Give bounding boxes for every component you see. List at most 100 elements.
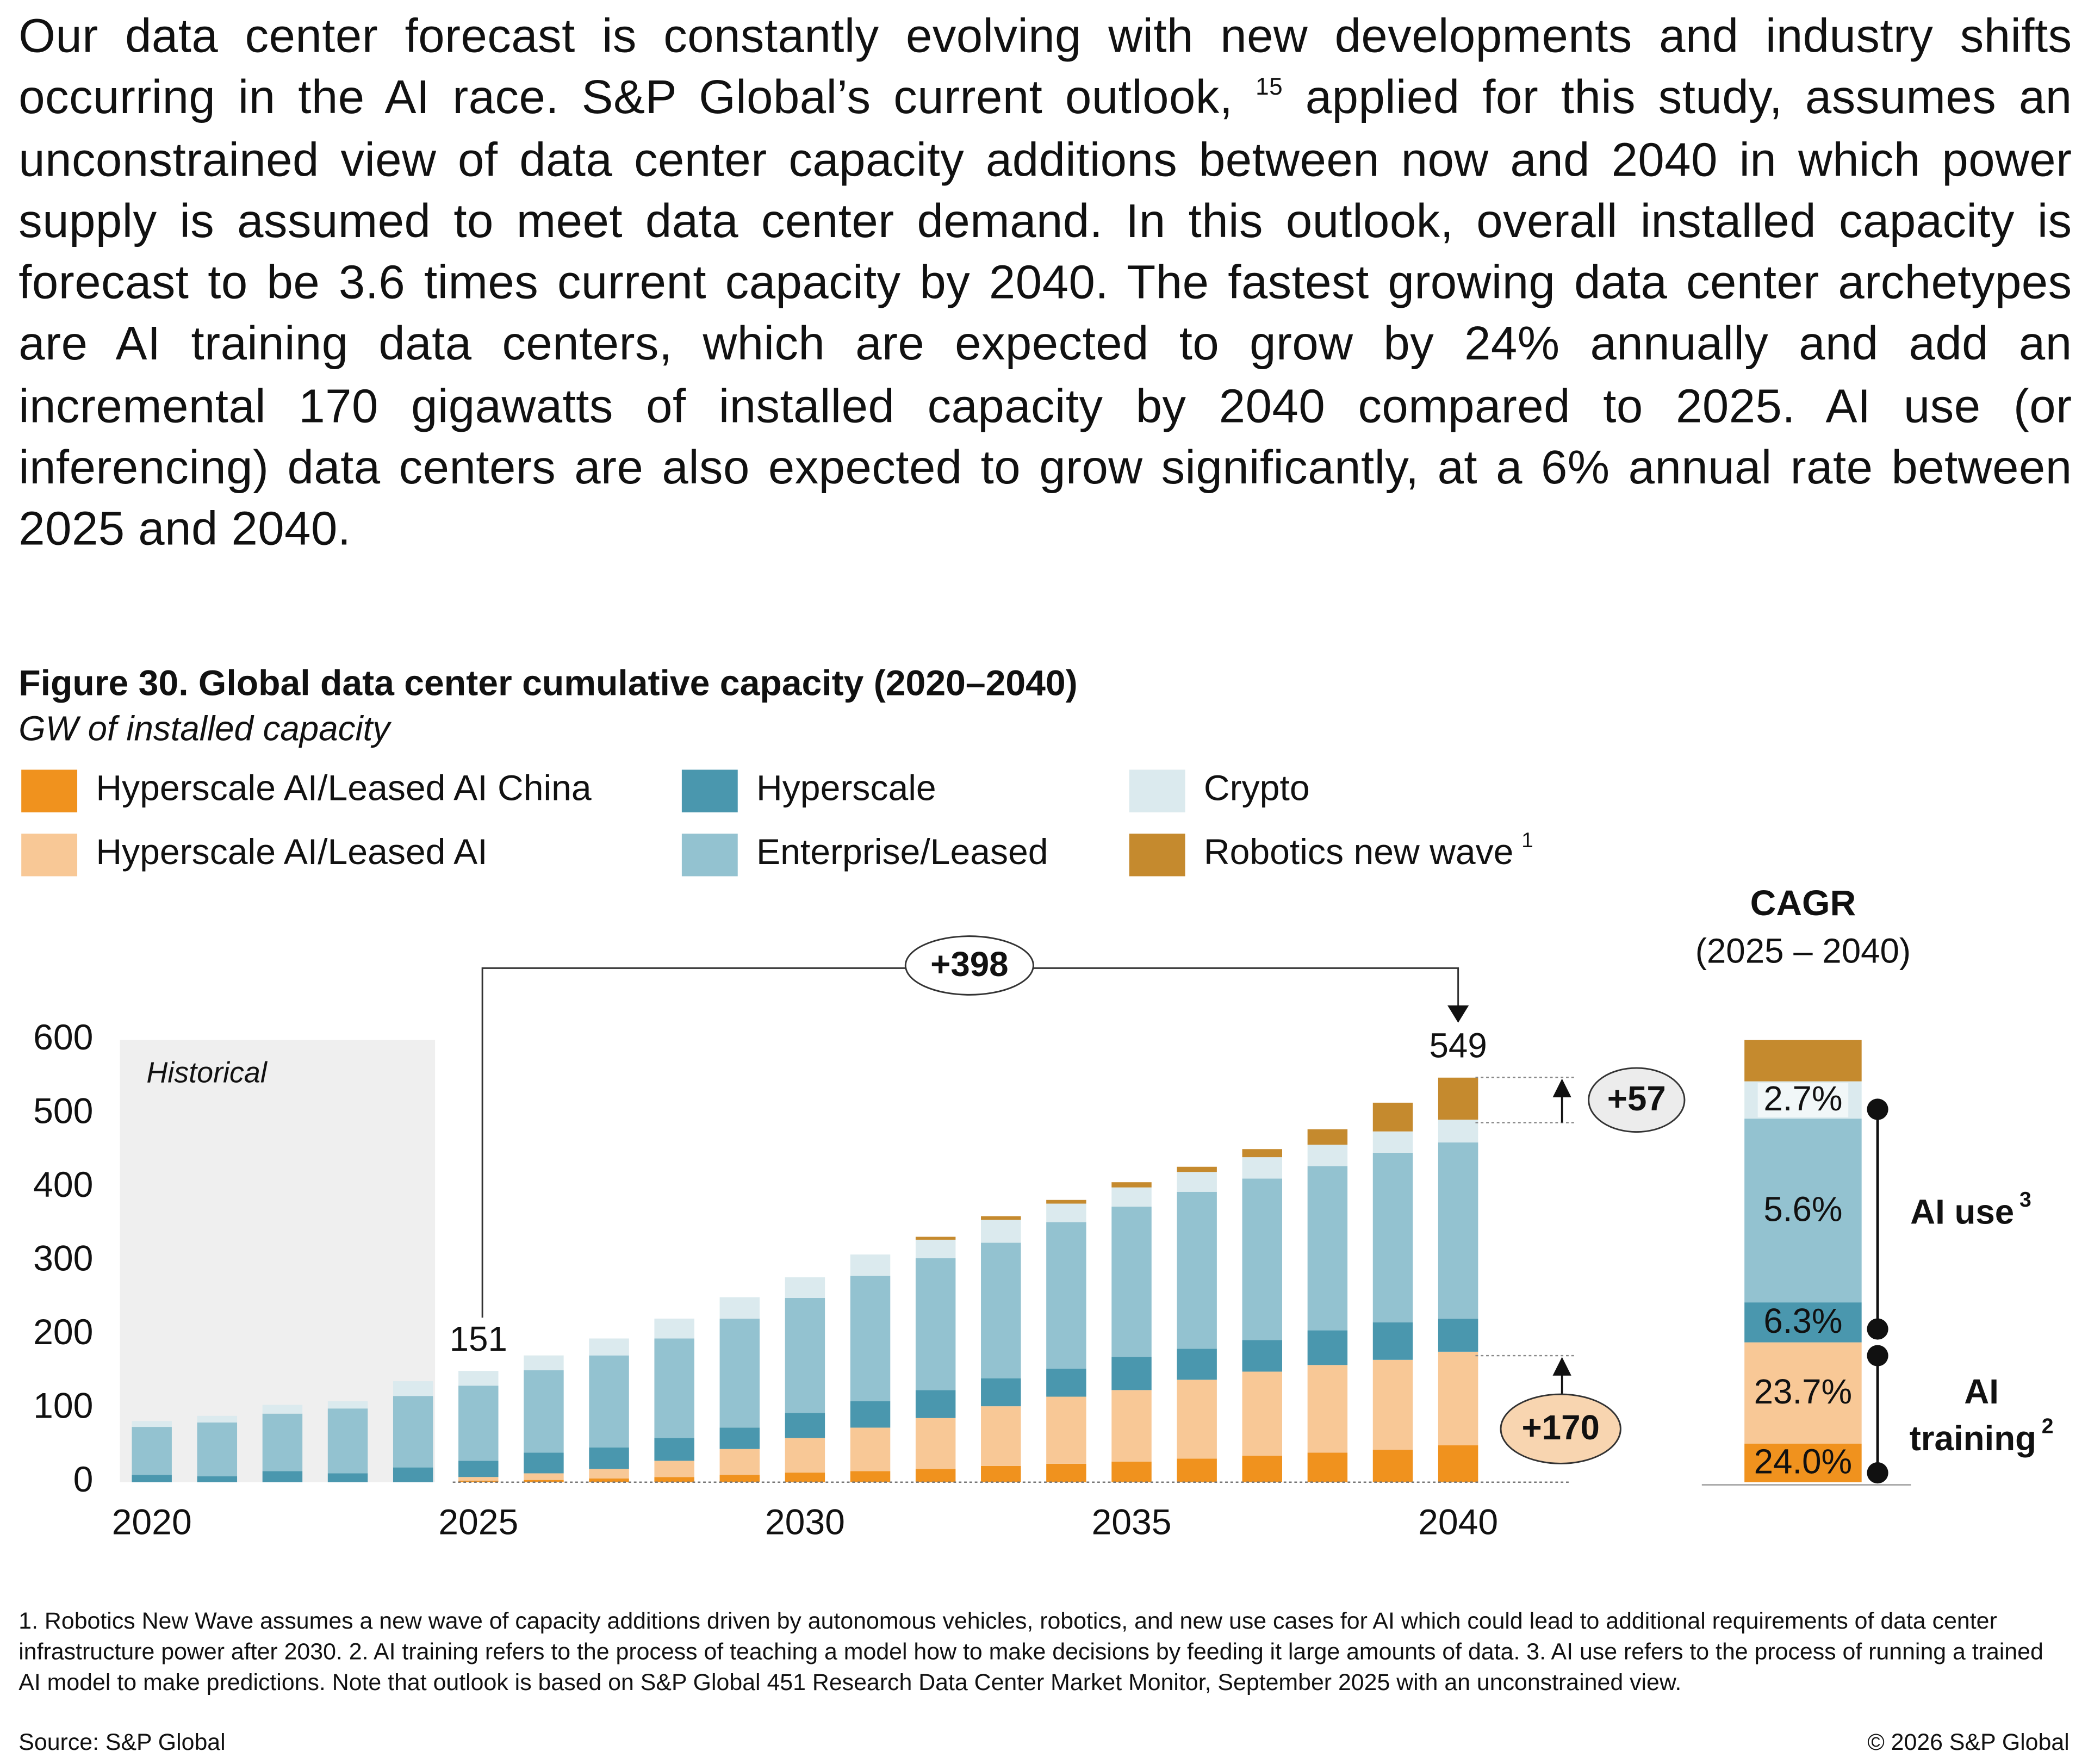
cagr-subtitle: (2025 – 2040) bbox=[1695, 931, 1911, 970]
bar-segment bbox=[719, 1475, 760, 1482]
bar-segment bbox=[524, 1473, 564, 1480]
y-tick-label: 500 bbox=[33, 1091, 93, 1132]
bar-segment bbox=[654, 1338, 694, 1438]
bar-segment bbox=[1307, 1330, 1348, 1365]
chart-subtitle: GW of installed capacity bbox=[18, 709, 392, 748]
x-tick-label: 2025 bbox=[438, 1502, 518, 1543]
cagr-label: 2.7% bbox=[1763, 1079, 1842, 1118]
legend-label: Hyperscale AI/Leased AI bbox=[96, 833, 487, 873]
bar-segment bbox=[589, 1478, 629, 1482]
bar-segment bbox=[1242, 1178, 1283, 1340]
bar-segment bbox=[589, 1469, 629, 1479]
bar-segment bbox=[1177, 1380, 1217, 1459]
bar-segment bbox=[589, 1448, 629, 1469]
group-text: AI bbox=[1964, 1372, 1999, 1411]
y-tick-label: 100 bbox=[33, 1386, 93, 1426]
legend-swatch bbox=[21, 834, 78, 877]
y-tick-label: 300 bbox=[33, 1239, 93, 1279]
bar-segment bbox=[458, 1461, 499, 1477]
bar-segment bbox=[1372, 1359, 1413, 1450]
legend-swatch bbox=[21, 769, 78, 812]
bar-segment bbox=[1177, 1458, 1217, 1482]
legend-text: Hyperscale AI/Leased AI China bbox=[96, 768, 592, 809]
group-text: AI use bbox=[1910, 1192, 2014, 1231]
cagr-label: 5.6% bbox=[1763, 1190, 1842, 1228]
bar-segment bbox=[1111, 1390, 1152, 1462]
x-tick-label: 2040 bbox=[1418, 1502, 1498, 1543]
bar-segment bbox=[1177, 1349, 1217, 1380]
total-label: 151 bbox=[450, 1320, 507, 1358]
change-label: +57 bbox=[1607, 1079, 1666, 1118]
bar-segment bbox=[1307, 1365, 1348, 1453]
bar-segment bbox=[654, 1438, 694, 1461]
bar-segment bbox=[1111, 1182, 1152, 1188]
bar-segment bbox=[262, 1471, 303, 1482]
legend-text: Enterprise/Leased bbox=[756, 833, 1048, 873]
bar-segment bbox=[850, 1427, 891, 1471]
bar-segment bbox=[785, 1438, 825, 1473]
bar-segment bbox=[785, 1297, 825, 1413]
bar-segment bbox=[1046, 1396, 1086, 1464]
cagr-segment bbox=[1744, 1443, 1862, 1482]
bar-segment bbox=[1242, 1455, 1283, 1482]
y-tick-label: 200 bbox=[33, 1312, 93, 1352]
legend-swatch bbox=[681, 834, 738, 877]
legend-text: Hyperscale AI/Leased AI bbox=[96, 833, 487, 873]
bar-segment bbox=[1177, 1166, 1217, 1172]
bar-segment bbox=[1046, 1222, 1086, 1369]
cagr-label: 23.7% bbox=[1754, 1372, 1853, 1411]
bar-segment bbox=[1046, 1203, 1086, 1222]
change-label: +170 bbox=[1522, 1408, 1600, 1447]
bar-segment bbox=[1242, 1157, 1283, 1179]
bar-segment bbox=[719, 1318, 760, 1428]
bar-segment bbox=[197, 1415, 238, 1423]
bar-segment bbox=[915, 1390, 956, 1418]
bar-segment bbox=[915, 1237, 956, 1240]
y-tick-label: 0 bbox=[73, 1459, 94, 1500]
chart-title: Figure 30. Global data center cumulative… bbox=[18, 663, 1077, 704]
bar-segment bbox=[1242, 1340, 1283, 1372]
legend-label: Crypto bbox=[1204, 768, 1310, 809]
y-tick-label: 600 bbox=[33, 1017, 93, 1058]
source: Source: S&P Global bbox=[18, 1728, 226, 1755]
bracket-dot bbox=[1867, 1345, 1888, 1367]
bar-segment bbox=[1307, 1145, 1348, 1166]
bar-segment bbox=[197, 1476, 238, 1482]
bar-segment bbox=[1372, 1322, 1413, 1360]
bracket-dot bbox=[1867, 1462, 1888, 1484]
x-tick-label: 2030 bbox=[765, 1502, 845, 1543]
bar-segment bbox=[132, 1427, 172, 1475]
bar-segment bbox=[1046, 1200, 1086, 1204]
legend-swatch bbox=[1129, 769, 1185, 812]
bar-segment bbox=[915, 1418, 956, 1469]
cagr-segment bbox=[1744, 1302, 1862, 1343]
arrow-head bbox=[1552, 1078, 1571, 1097]
historical-label: Historical bbox=[146, 1057, 268, 1089]
copyright: © 2026 S&P Global bbox=[1867, 1728, 2070, 1755]
legend-swatch bbox=[681, 769, 738, 812]
cagr-title: CAGR bbox=[1750, 883, 1856, 923]
bar-segment bbox=[262, 1413, 303, 1471]
cagr-label-bg bbox=[1757, 1083, 1849, 1117]
bar-segment bbox=[132, 1421, 172, 1427]
cagr-label: 6.3% bbox=[1763, 1302, 1842, 1340]
x-tick-label: 2035 bbox=[1091, 1502, 1171, 1543]
bar-segment bbox=[524, 1355, 564, 1370]
cagr-segment bbox=[1744, 1040, 1862, 1082]
bar-segment bbox=[1307, 1452, 1348, 1482]
change-label: +398 bbox=[930, 945, 1008, 984]
bar-segment bbox=[1111, 1187, 1152, 1207]
bar-segment bbox=[132, 1475, 172, 1482]
bracket-dot bbox=[1867, 1098, 1888, 1120]
bar-segment bbox=[1046, 1369, 1086, 1397]
bar-segment bbox=[850, 1401, 891, 1428]
group-note: 2 bbox=[2042, 1415, 2054, 1438]
bar-segment bbox=[1438, 1120, 1478, 1143]
bar-segment bbox=[393, 1381, 433, 1396]
bar-segment bbox=[1111, 1357, 1152, 1390]
bar-segment bbox=[981, 1216, 1021, 1220]
bar-segment bbox=[589, 1355, 629, 1448]
cagr-segment bbox=[1744, 1342, 1862, 1444]
